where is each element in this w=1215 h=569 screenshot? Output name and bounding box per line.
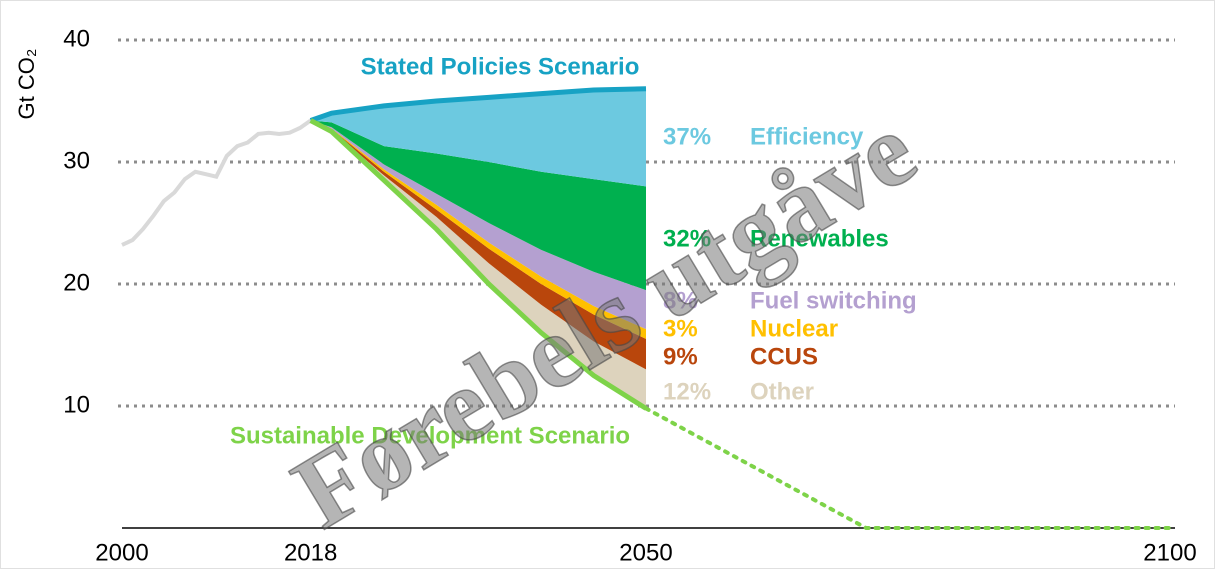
x-tick-label: 2100 (1143, 539, 1196, 566)
stack-area (310, 120, 646, 409)
share-label: 32% (663, 225, 711, 252)
stack-area (310, 88, 646, 187)
stack-area (310, 120, 646, 330)
share-label: 37% (663, 123, 711, 150)
x-tick-label: 2050 (619, 539, 672, 566)
x-tick-label: 2018 (284, 539, 337, 566)
segment-name: Fuel switching (750, 287, 917, 314)
share-label: 12% (663, 378, 711, 405)
y-tick-label: 40 (63, 25, 90, 52)
share-label: 8% (663, 287, 698, 314)
x-tick-label: 2000 (95, 539, 148, 566)
segment-name: Nuclear (750, 315, 838, 342)
y-tick-label: 20 (63, 269, 90, 296)
stack-area (310, 120, 646, 339)
scenario-line (309, 118, 648, 411)
segment-name: Other (750, 378, 814, 405)
y-axis-label: Gt CO₂ (14, 49, 39, 120)
scenario-label: Sustainable Development Scenario (230, 422, 630, 449)
historical-line (121, 118, 312, 247)
segment-name: Renewables (750, 225, 889, 252)
share-label: 9% (663, 343, 698, 370)
segment-name: CCUS (750, 343, 818, 370)
sds-extension-line (644, 406, 1172, 530)
segment-name: Efficiency (750, 123, 864, 150)
scenario-line (309, 86, 647, 123)
share-label: 3% (663, 315, 698, 342)
scenario-label: Stated Policies Scenario (361, 53, 640, 80)
stack-area (310, 120, 646, 370)
stack-area (310, 120, 646, 291)
y-tick-label: 10 (63, 391, 90, 418)
y-tick-label: 30 (63, 147, 90, 174)
